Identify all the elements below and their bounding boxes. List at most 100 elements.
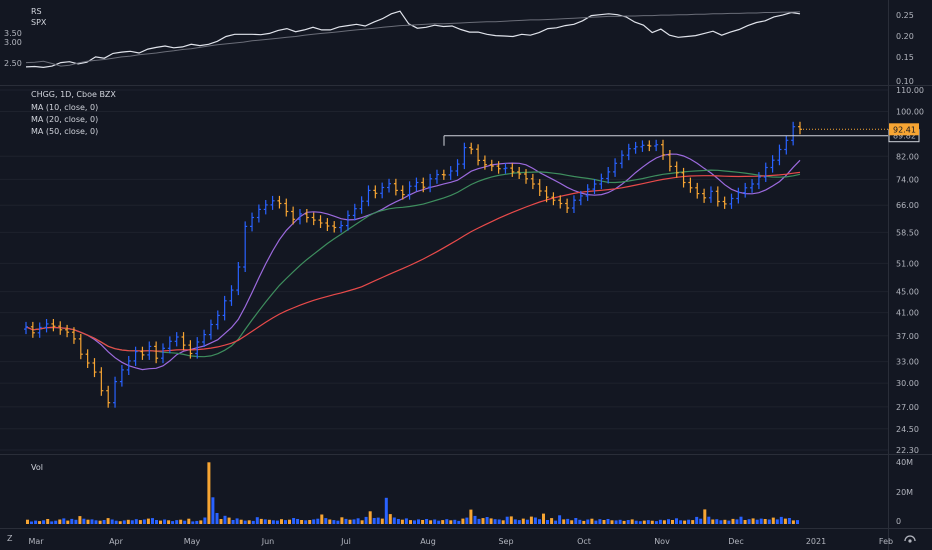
rs-left-tick: 3.50 xyxy=(4,29,22,38)
volume-bar xyxy=(195,520,199,524)
volume-bar xyxy=(618,519,622,524)
ma20-legend[interactable]: MA (20, close, 0) xyxy=(31,115,98,124)
volume-bar xyxy=(187,518,191,524)
ohlc-bar xyxy=(85,349,90,368)
volume-bar xyxy=(602,520,606,524)
volume-bar xyxy=(30,521,33,524)
volume-bar xyxy=(251,520,255,524)
volume-bar xyxy=(159,520,162,524)
ohlc-bar xyxy=(345,210,350,231)
settings-icon[interactable] xyxy=(904,535,916,542)
volume-bar xyxy=(167,520,171,524)
ohlc-bar xyxy=(524,169,529,184)
ohlc-bar xyxy=(517,167,522,179)
ohlc-bar xyxy=(606,167,611,184)
ohlc-bar xyxy=(359,196,364,214)
ohlc-bar xyxy=(113,376,118,408)
volume-bar xyxy=(130,520,134,524)
time-label: Nov xyxy=(654,537,670,546)
ohlc-bar xyxy=(462,142,467,170)
volume-bar xyxy=(211,497,215,524)
ohlc-bar xyxy=(222,295,227,321)
volume-bar xyxy=(312,519,316,524)
volume-bar xyxy=(215,513,219,524)
auto-scale-button[interactable] xyxy=(904,535,916,543)
volume-bar xyxy=(142,519,146,524)
last-price-label: 92.41 xyxy=(893,125,916,134)
volume-panel[interactable]: Vol 40M 20M 0 xyxy=(26,458,913,526)
ohlc-bar xyxy=(661,139,666,160)
zoom-button[interactable]: Z xyxy=(4,532,16,544)
time-axis[interactable]: Mar Apr May Jun Jul Aug Sep Oct Nov Dec 2021 Feb xyxy=(28,537,893,546)
volume-bar xyxy=(255,517,259,524)
ohlc-bar xyxy=(208,319,213,340)
volume-bar xyxy=(288,519,291,524)
ohlc-bar xyxy=(428,173,433,193)
price-tick-label: 33.00 xyxy=(896,358,919,367)
ohlc-bar xyxy=(798,121,802,135)
volume-bar xyxy=(501,520,505,524)
rs-panel[interactable]: RS SPX 3.50 3.00 2.50 0.25 0.20 0.15 0.1… xyxy=(4,7,914,86)
ma10-legend[interactable]: MA (10, close, 0) xyxy=(31,103,98,112)
volume-bar xyxy=(469,509,473,524)
volume-bar xyxy=(320,514,324,524)
ohlc-bar xyxy=(571,195,576,213)
resistance-label: 89.82 xyxy=(893,132,916,141)
volume-bar xyxy=(525,519,529,524)
volume-bar xyxy=(598,519,602,524)
spx-line xyxy=(25,11,801,67)
volume-bar xyxy=(74,519,78,524)
zoom-icon[interactable]: Z xyxy=(7,534,13,543)
price-tick-label: 41.00 xyxy=(896,309,919,318)
ohlc-bar xyxy=(448,166,453,180)
ohlc-bar xyxy=(469,142,474,155)
volume-bar xyxy=(356,518,360,524)
ohlc-bar xyxy=(339,220,344,233)
volume-bar xyxy=(711,519,715,524)
volume-bar xyxy=(493,519,497,524)
symbol-title[interactable]: CHGG, 1D, Cboe BZX xyxy=(31,90,116,99)
volume-bar xyxy=(465,517,469,524)
volume-bar xyxy=(235,518,239,524)
volume-bar xyxy=(239,519,243,524)
ohlc-bar xyxy=(291,206,296,225)
volume-bar xyxy=(675,518,678,524)
volume-bar xyxy=(324,518,328,524)
time-label: Aug xyxy=(420,537,436,546)
price-panel[interactable]: CHGG, 1D, Cboe BZX MA (10, close, 0) MA … xyxy=(0,86,924,455)
ohlc-bar xyxy=(65,324,70,338)
rs-right-tick: 0.20 xyxy=(896,32,914,41)
ohlc-bar xyxy=(530,173,535,190)
volume-bar xyxy=(138,520,142,524)
volume-bar xyxy=(90,519,94,524)
ohlc-bar xyxy=(297,209,302,225)
volume-bar xyxy=(82,518,86,524)
volume-bar xyxy=(558,515,562,524)
volume-bar xyxy=(155,520,158,524)
volume-bar xyxy=(296,519,300,524)
ohlc-bar xyxy=(154,341,159,364)
price-tick-label: 100.00 xyxy=(896,108,924,117)
time-label: 2021 xyxy=(806,537,826,546)
volume-bar xyxy=(646,520,650,524)
ohlc-bar xyxy=(407,181,412,200)
ohlc-bar xyxy=(311,212,316,226)
volume-bar xyxy=(58,519,62,524)
volume-bar xyxy=(671,520,674,524)
volume-bar xyxy=(231,520,235,524)
ohlc-bar xyxy=(318,215,323,228)
volume-bar xyxy=(304,520,308,524)
volume-bar xyxy=(219,519,223,524)
volume-bar xyxy=(509,516,513,524)
volume-bar xyxy=(163,519,167,524)
ma50-legend[interactable]: MA (50, close, 0) xyxy=(31,127,98,136)
volume-bar xyxy=(122,520,126,524)
volume-bar xyxy=(404,518,408,524)
ohlc-bar xyxy=(695,182,700,199)
volume-bar xyxy=(654,521,658,524)
ohlc-bar xyxy=(229,285,234,306)
volume-bar xyxy=(727,520,731,524)
ohlc-bar xyxy=(78,333,83,360)
ohlc-bar xyxy=(489,159,494,172)
